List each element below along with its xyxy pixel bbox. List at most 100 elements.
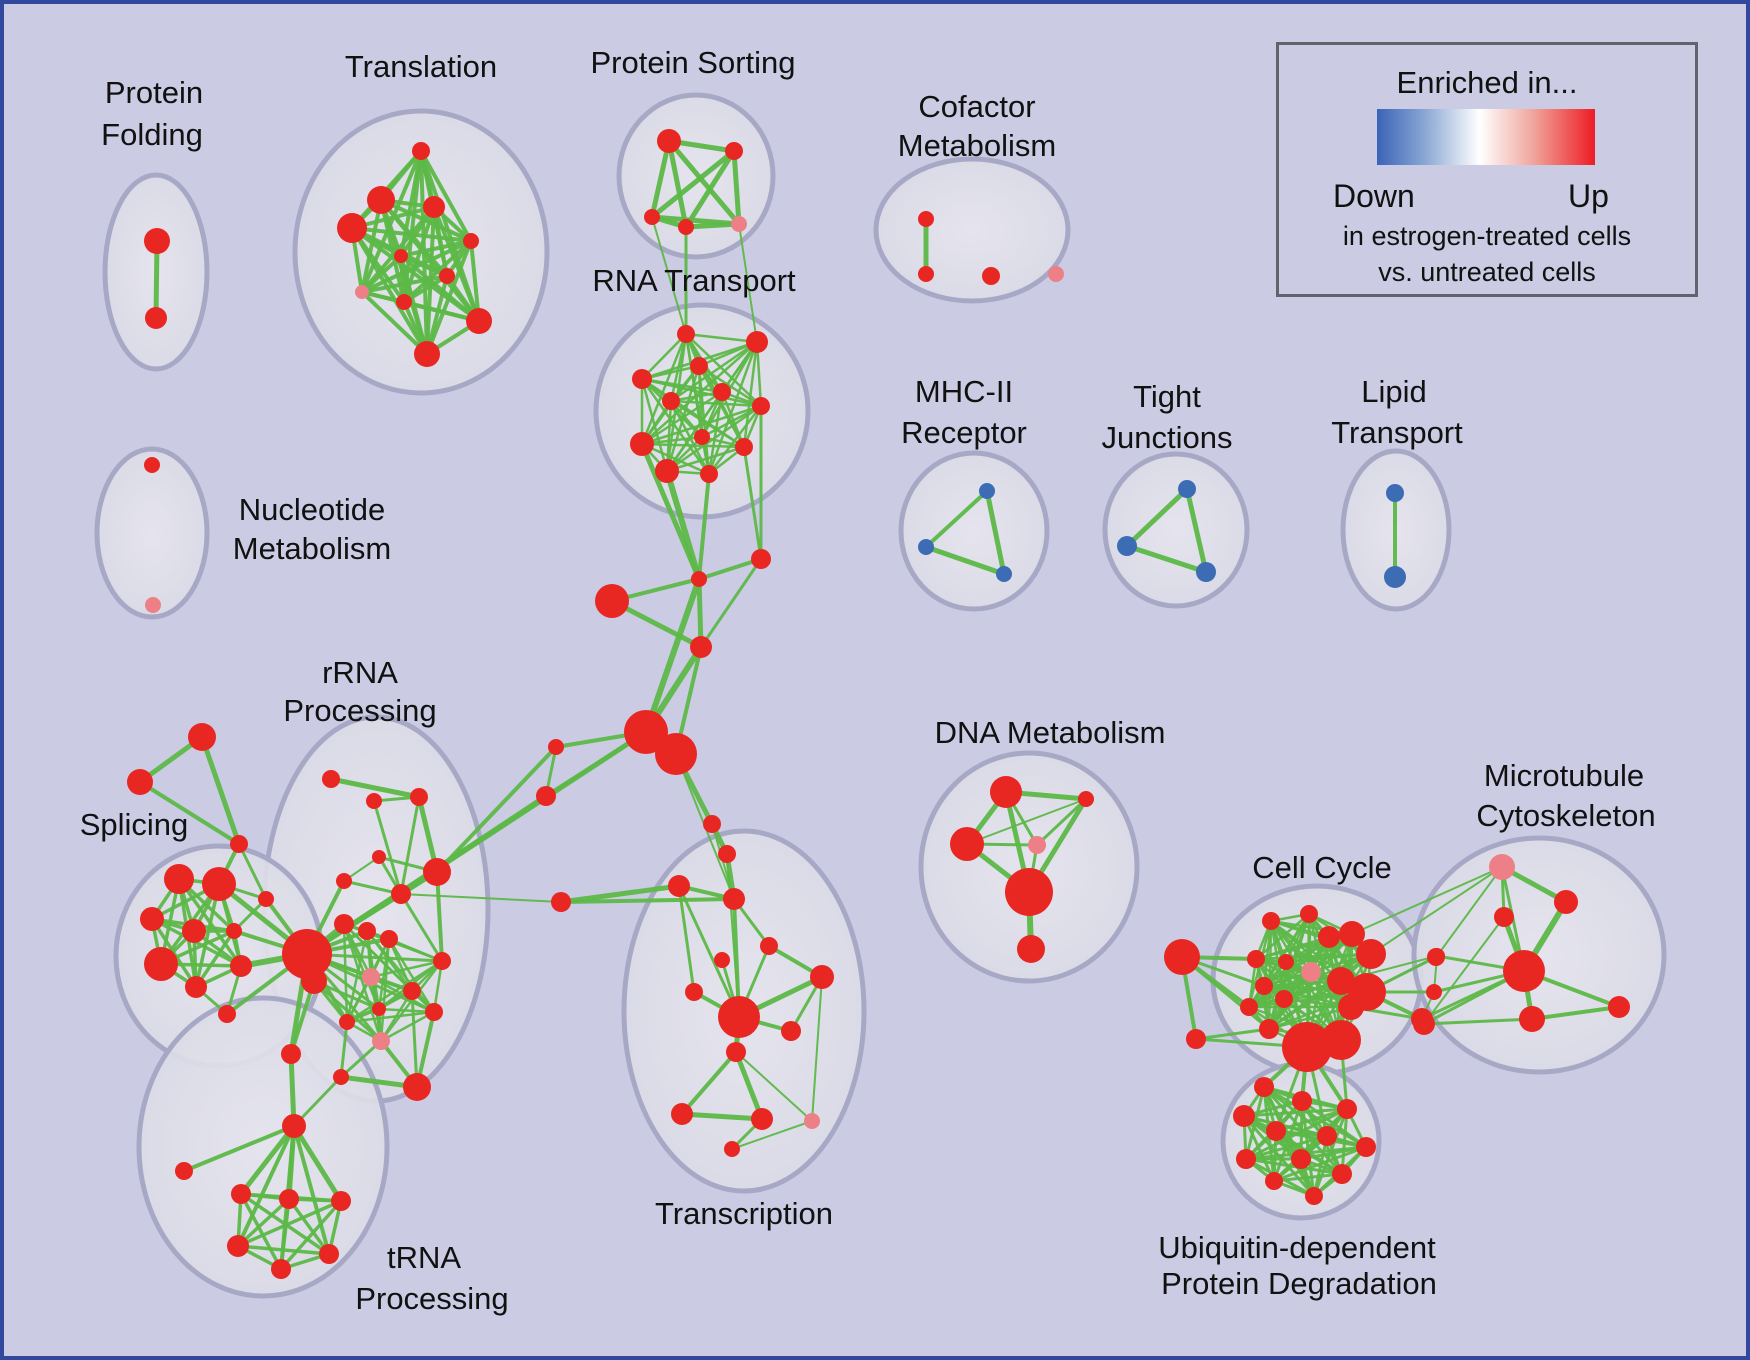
edge	[1242, 1107, 1349, 1118]
edge	[199, 734, 242, 847]
node-pf1	[144, 228, 170, 254]
edge	[469, 239, 481, 323]
edge	[697, 472, 711, 581]
node-cc13	[1275, 990, 1293, 1008]
node-tx8	[685, 983, 703, 1001]
edge	[738, 223, 758, 343]
node-tr5	[319, 1244, 339, 1264]
edge	[665, 445, 746, 473]
edge	[377, 1007, 436, 1014]
edge	[1035, 797, 1088, 847]
edge	[288, 1051, 297, 1129]
node-dm5	[1005, 868, 1053, 916]
node-rrhub	[282, 929, 332, 979]
node-rr15	[425, 1003, 443, 1021]
edge	[400, 893, 562, 903]
edge	[350, 226, 473, 243]
node-rr2	[366, 793, 382, 809]
node-mj	[551, 892, 571, 912]
edge	[350, 226, 429, 356]
cluster-label-microtubule-cytoskeleton: Microtubule	[1484, 758, 1644, 793]
edge	[425, 274, 449, 356]
edge	[1299, 1145, 1368, 1161]
node-tx14	[724, 1141, 740, 1157]
node-dm2	[1078, 791, 1094, 807]
node-rt3	[690, 357, 708, 375]
node-t10	[466, 308, 492, 334]
edge	[387, 937, 444, 963]
edge	[312, 979, 383, 1043]
edge	[684, 332, 763, 408]
node-dm1	[990, 776, 1022, 808]
node-L2	[536, 786, 556, 806]
node-mh1	[979, 483, 995, 499]
node-rt2	[746, 331, 768, 353]
node-cm4	[1048, 266, 1064, 282]
edge	[342, 922, 383, 1043]
node-sp9	[258, 891, 274, 907]
node-t2	[367, 186, 395, 214]
cluster-label-lipid-transport: Transport	[1331, 415, 1463, 450]
node-rt6	[713, 383, 731, 401]
node-tx5	[760, 937, 778, 955]
edge	[1422, 1017, 1534, 1026]
node-dm6	[1017, 935, 1045, 963]
node-tj1	[1178, 480, 1196, 498]
edge	[291, 1123, 344, 1204]
cluster-label-rrna-processing: Processing	[283, 693, 436, 728]
node-spc	[230, 835, 248, 853]
edge	[697, 557, 763, 581]
node-mt7	[1519, 1006, 1545, 1032]
edge	[360, 149, 423, 294]
node-rt11	[655, 459, 679, 483]
cluster-label-protein-folding: Folding	[101, 117, 203, 152]
edge	[649, 148, 737, 220]
node-sp3	[140, 907, 164, 931]
edge	[1244, 1134, 1329, 1161]
edge	[707, 404, 763, 476]
node-tx4	[723, 888, 745, 910]
node-rr17	[372, 1032, 390, 1050]
edge	[236, 1199, 343, 1248]
node-tr2	[279, 1189, 299, 1209]
node-tj3	[1196, 562, 1216, 582]
edge	[1124, 486, 1190, 549]
node-rr12	[403, 982, 421, 1000]
node-ub9	[1291, 1149, 1311, 1169]
cluster-label-mhc-ii-receptor: Receptor	[901, 415, 1027, 450]
node-cc14	[1338, 994, 1364, 1020]
node-rr10	[380, 930, 398, 948]
node-ub2	[1292, 1091, 1312, 1111]
edge	[742, 445, 763, 561]
node-mt8	[1608, 996, 1630, 1018]
node-ps3	[644, 209, 660, 225]
node-L1	[548, 739, 564, 755]
edge	[640, 390, 724, 446]
edge	[194, 882, 221, 989]
node-t3	[423, 196, 445, 218]
edge	[236, 1124, 296, 1248]
cluster-ellipse-dna-metabolism	[918, 750, 1140, 984]
node-mtb	[1503, 950, 1545, 992]
nodes	[127, 129, 1630, 1279]
edge	[1423, 916, 1505, 1025]
node-ub12	[1305, 1187, 1323, 1205]
node-cc7	[1278, 954, 1294, 970]
edge	[707, 340, 759, 476]
node-cc4	[1339, 921, 1365, 947]
edge	[640, 332, 688, 381]
node-cco1	[1164, 939, 1200, 975]
cluster-label-rrna-processing: rRNA	[322, 655, 398, 690]
edge	[640, 377, 763, 408]
edge	[399, 795, 421, 896]
edge	[279, 1199, 343, 1271]
edge	[811, 976, 823, 1122]
node-ub11	[1265, 1172, 1283, 1190]
edge	[1267, 1005, 1353, 1031]
node-nm1	[144, 457, 160, 473]
edge	[733, 1049, 765, 1122]
edge	[666, 138, 689, 230]
node-nm2	[145, 597, 161, 613]
node-ps5	[731, 216, 747, 232]
cluster-labels: Protein Folding Translation Protein Sorting…	[80, 45, 1656, 1316]
